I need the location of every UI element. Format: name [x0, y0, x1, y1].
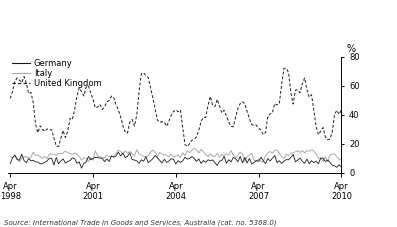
Legend: Germany, Italy, United Kingdom: Germany, Italy, United Kingdom — [12, 59, 101, 88]
Text: %: % — [347, 44, 356, 54]
Text: Source: International Trade in Goods and Services, Australia (cat. no. 5368.0): Source: International Trade in Goods and… — [4, 219, 277, 226]
